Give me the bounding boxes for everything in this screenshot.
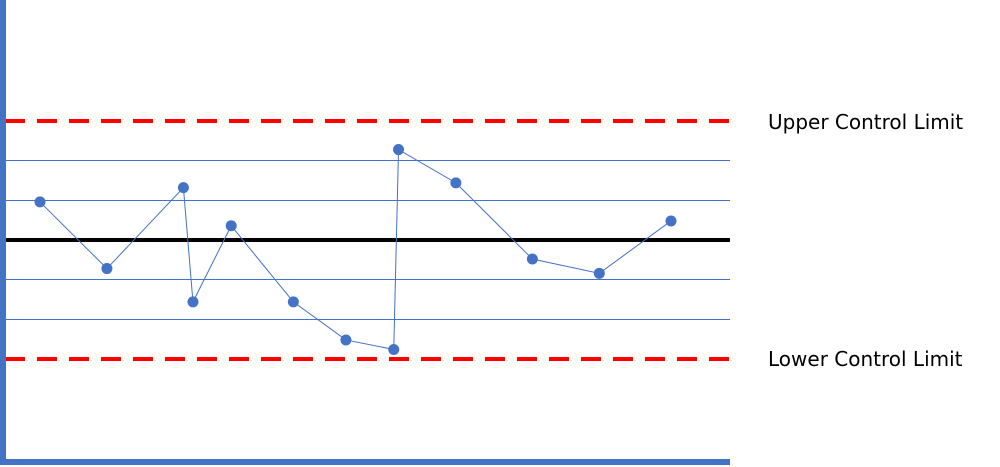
upper-control-limit-label: Upper Control Limit: [768, 110, 964, 134]
data-points: [34, 144, 677, 355]
lower-control-limit-label: Lower Control Limit: [768, 347, 963, 371]
data-point: [388, 343, 400, 355]
data-point: [187, 296, 199, 308]
data-point: [287, 296, 299, 308]
data-point: [393, 144, 405, 156]
data-point: [450, 177, 462, 189]
data-point: [34, 196, 46, 208]
data-point: [225, 220, 237, 232]
data-point: [526, 253, 538, 265]
data-point: [665, 215, 677, 227]
sigma-grid-lines: [5, 160, 730, 320]
data-point: [593, 267, 605, 279]
data-point: [340, 334, 352, 346]
data-point: [101, 263, 113, 275]
data-point: [177, 182, 189, 194]
